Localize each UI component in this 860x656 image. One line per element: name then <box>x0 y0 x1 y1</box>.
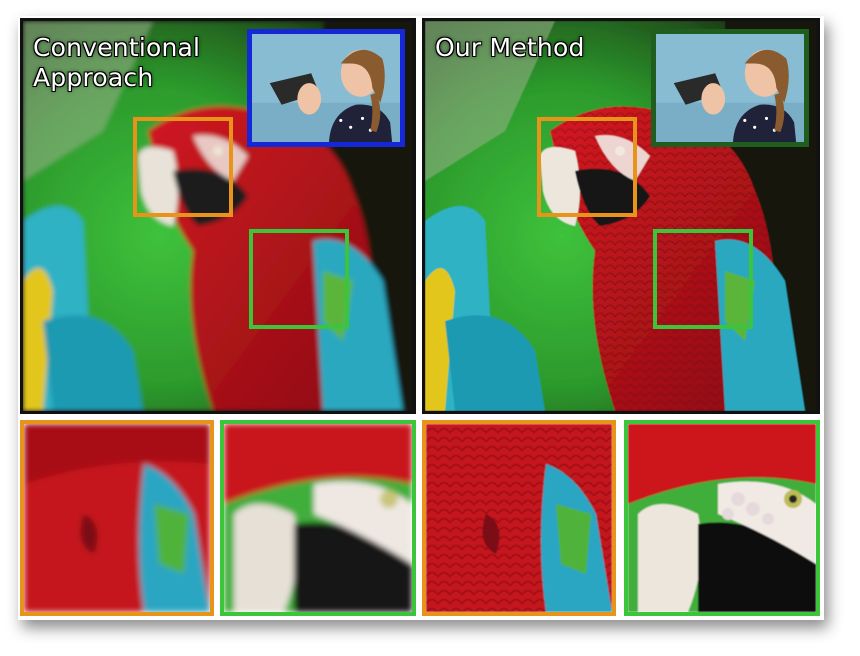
green-zoom-box <box>653 229 753 329</box>
comparison-figure: Conventional Approach <box>18 16 824 620</box>
head-closeup-blurred <box>224 424 412 612</box>
orange-zoom-box <box>537 117 637 217</box>
person-with-headset-photo <box>656 34 804 142</box>
wing-closeup-blurred <box>24 424 210 612</box>
our-method-image: Our Method <box>422 18 820 414</box>
crop-ours-wing <box>422 420 616 616</box>
conventional-approach-image: Conventional Approach <box>20 18 416 414</box>
green-zoom-box <box>249 229 349 329</box>
right-caption: Our Method <box>435 33 585 62</box>
crop-conventional-wing <box>20 420 214 616</box>
inset-photo-conventional <box>247 29 405 147</box>
crop-conventional-head <box>220 420 416 616</box>
left-caption: Conventional Approach <box>33 33 201 92</box>
person-with-headset-photo <box>252 34 400 142</box>
crop-ours-head <box>624 420 820 616</box>
inset-photo-our-method <box>651 29 809 147</box>
parrot-scene-sharp <box>425 21 817 411</box>
orange-zoom-box <box>133 117 233 217</box>
head-closeup-sharp <box>628 424 816 612</box>
wing-closeup-sharp <box>426 424 612 612</box>
